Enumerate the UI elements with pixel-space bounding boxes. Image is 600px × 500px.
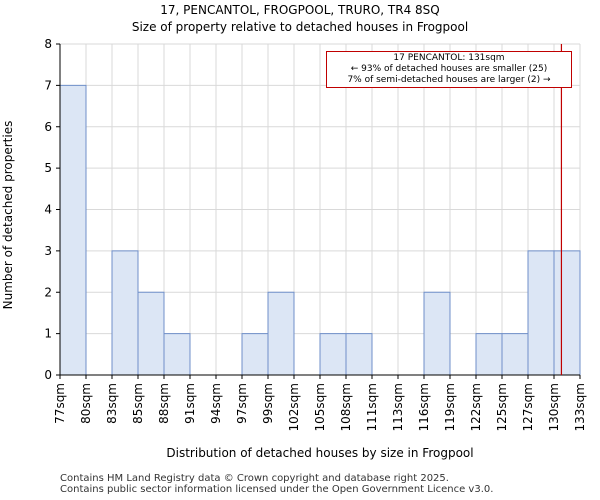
histogram-bar [111,250,139,376]
footer-copyright: Contains HM Land Registry data © Crown c… [60,473,449,484]
histogram-bar [319,333,347,376]
histogram-bar [267,291,295,376]
annotation-line-3: 7% of semi-detached houses are larger (2… [347,75,551,85]
x-tick-label: 97sqm [235,383,249,424]
histogram-bar [59,84,87,376]
x-tick-label: 125sqm [495,383,509,431]
x-tick-label: 99sqm [261,383,275,424]
x-tick-label: 91sqm [183,383,197,424]
x-tick-label: 80sqm [79,383,93,424]
y-tick-label: 3 [44,244,52,258]
histogram-bar [345,333,373,376]
histogram-bar [241,333,269,376]
x-tick-label: 105sqm [313,383,327,431]
x-tick-label: 94sqm [209,383,223,424]
histogram-bar [553,250,581,376]
y-tick-label: 7 [44,78,52,92]
x-tick-label: 130sqm [547,383,561,431]
x-tick-label: 122sqm [469,383,483,431]
y-tick-label: 0 [44,368,52,382]
chart-title: 17, PENCANTOL, FROGPOOL, TRURO, TR4 8SQ [160,3,440,17]
y-tick-label: 5 [44,161,52,175]
x-axis-label: Distribution of detached houses by size … [166,446,474,460]
x-tick-label: 111sqm [365,383,379,431]
y-tick-label: 1 [44,327,52,341]
x-tick-label: 113sqm [391,383,405,431]
x-tick-label: 116sqm [417,383,431,431]
histogram-bar [137,291,165,376]
x-tick-label: 88sqm [157,383,171,424]
histogram-bar [475,333,503,376]
y-tick-label: 8 [44,37,52,51]
x-tick-label: 83sqm [105,383,119,424]
marker-annotation: 17 PENCANTOL: 131sqm ← 93% of detached h… [326,51,572,88]
histogram-bar [527,250,555,376]
y-tick-label: 2 [44,285,52,299]
histogram-bar [423,291,451,376]
x-tick-label: 119sqm [443,383,457,431]
annotation-line-2: ← 93% of detached houses are smaller (25… [350,64,548,74]
annotation-line-1: 17 PENCANTOL: 131sqm [393,53,505,63]
x-tick-label: 108sqm [339,383,353,431]
y-tick-label: 4 [44,203,52,217]
chart-subtitle: Size of property relative to detached ho… [131,20,469,34]
x-tick-label: 133sqm [573,383,587,431]
x-tick-label: 102sqm [287,383,301,431]
x-tick-label: 85sqm [131,383,145,424]
histogram-bar [163,333,191,376]
x-tick-label: 77sqm [53,383,67,424]
y-tick-label: 6 [44,120,52,134]
footer-licence: Contains public sector information licen… [60,484,494,495]
histogram-bar [501,333,529,376]
x-tick-label: 127sqm [521,383,535,431]
